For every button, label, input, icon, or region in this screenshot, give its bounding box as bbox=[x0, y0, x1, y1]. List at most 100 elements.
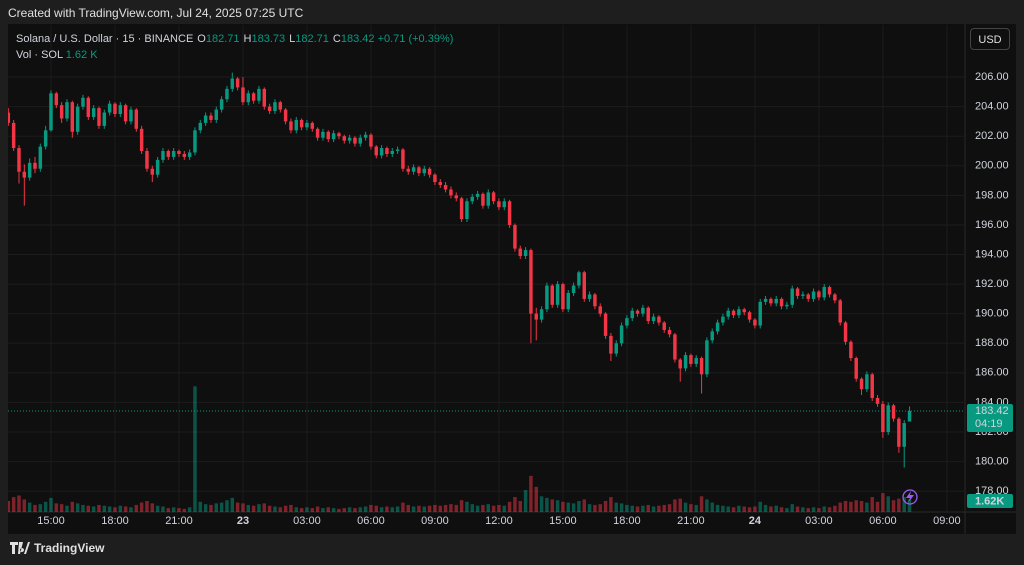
x-tick-label: 21:00 bbox=[677, 515, 705, 527]
candle-body bbox=[230, 78, 235, 89]
volume-bar bbox=[283, 505, 288, 512]
candle-body bbox=[582, 272, 586, 299]
candle-body bbox=[246, 93, 251, 103]
candle-body bbox=[235, 78, 240, 88]
volume-bar bbox=[379, 507, 384, 512]
symbol: Solana / U.S. Dollar · 15 · BINANCE bbox=[16, 33, 194, 45]
candle-body bbox=[123, 105, 128, 122]
volume-bar bbox=[171, 507, 176, 512]
candle-body bbox=[731, 310, 736, 316]
ohlc-value: 183.42 bbox=[340, 33, 375, 45]
candle-body bbox=[427, 168, 432, 175]
volume-bar bbox=[534, 486, 538, 512]
volume-bar bbox=[59, 504, 64, 512]
volume-bar bbox=[411, 506, 416, 512]
volume-bar bbox=[353, 508, 357, 512]
candle-body bbox=[315, 128, 320, 138]
volume-bar bbox=[177, 508, 181, 512]
candle-body bbox=[550, 285, 554, 305]
volume-bar bbox=[881, 493, 885, 512]
volume-bar bbox=[614, 502, 618, 512]
volume-bar bbox=[678, 498, 682, 512]
volume-bar bbox=[598, 504, 602, 512]
ohlc-value: 183.73 bbox=[251, 33, 286, 45]
currency-button[interactable]: USD bbox=[970, 28, 1010, 50]
candle-body bbox=[785, 304, 789, 307]
volume-bar bbox=[529, 475, 533, 512]
candle-body bbox=[753, 319, 757, 326]
candle-body bbox=[171, 151, 176, 157]
candle-body bbox=[433, 174, 437, 183]
candle-body bbox=[849, 341, 853, 359]
candle-body bbox=[598, 306, 602, 314]
candle-body bbox=[779, 298, 784, 307]
candle-body bbox=[150, 168, 155, 175]
candle-body bbox=[747, 312, 752, 320]
candle-body bbox=[43, 130, 48, 147]
volume-bar bbox=[747, 507, 752, 512]
candle-body bbox=[273, 102, 277, 112]
volume-bar bbox=[337, 508, 341, 512]
ohlc-key: O bbox=[197, 33, 206, 45]
candle-body bbox=[417, 167, 421, 174]
candle-body bbox=[353, 137, 357, 144]
volume-bar bbox=[107, 506, 112, 512]
y-tick-label: 188.00 bbox=[975, 337, 1009, 349]
volume-bar bbox=[342, 508, 347, 512]
candle-body bbox=[358, 137, 363, 144]
candle-body bbox=[70, 102, 75, 132]
volume-bar bbox=[689, 504, 693, 512]
candle-body bbox=[225, 88, 229, 100]
legend: Solana / U.S. Dollar · 15 · BINANCE O182.… bbox=[16, 32, 453, 64]
x-tick-label: 03:00 bbox=[805, 515, 833, 527]
candle-body bbox=[459, 198, 464, 220]
volume-bar bbox=[593, 504, 597, 512]
candle-body bbox=[267, 106, 272, 112]
volume-bar bbox=[235, 502, 240, 512]
volume-bar bbox=[363, 506, 368, 512]
ohlc-value: 182.71 bbox=[205, 33, 240, 45]
candle-body bbox=[619, 325, 624, 344]
candle-body bbox=[299, 119, 304, 128]
volume-bar bbox=[289, 504, 293, 512]
volume-bar bbox=[102, 505, 107, 512]
candle-body bbox=[721, 316, 725, 323]
volume-bar bbox=[139, 502, 144, 512]
volume-bar bbox=[875, 501, 880, 512]
volume-legend: Vol · SOL bbox=[16, 49, 63, 61]
volume-bar bbox=[657, 505, 661, 512]
candle-body bbox=[854, 358, 858, 379]
alert-icon[interactable] bbox=[902, 489, 918, 505]
x-tick-label: 15:00 bbox=[37, 515, 65, 527]
volume-bar bbox=[395, 506, 400, 512]
candle-body bbox=[646, 307, 650, 322]
candle-body bbox=[166, 151, 171, 157]
candle-body bbox=[555, 284, 560, 305]
brand-name: TradingView bbox=[34, 541, 105, 555]
candle-body bbox=[129, 109, 133, 122]
candle-body bbox=[214, 109, 219, 120]
legend-row: Solana / U.S. Dollar · 15 · BINANCE O182.… bbox=[16, 32, 453, 48]
volume-bar bbox=[843, 501, 848, 512]
volume-bar bbox=[806, 508, 810, 512]
candle-body bbox=[193, 130, 197, 153]
volume-bar bbox=[219, 502, 224, 512]
x-tick-label: 23 bbox=[237, 515, 249, 527]
candle-body bbox=[795, 288, 800, 296]
volume-bar bbox=[513, 497, 517, 512]
candle-body bbox=[443, 185, 448, 190]
volume-bar bbox=[315, 506, 320, 512]
candle-body bbox=[310, 122, 315, 129]
volume-bar bbox=[22, 499, 27, 512]
candle-body bbox=[534, 313, 538, 320]
volume-bar bbox=[230, 497, 235, 512]
volume-bar bbox=[577, 501, 581, 512]
volume-bar bbox=[555, 500, 560, 512]
volume-bar bbox=[785, 508, 789, 512]
volume-bar bbox=[822, 506, 826, 512]
candle-body bbox=[187, 152, 192, 157]
ohlc-key: L bbox=[289, 33, 296, 45]
candle-body bbox=[806, 294, 810, 299]
volume-bar bbox=[603, 501, 608, 512]
